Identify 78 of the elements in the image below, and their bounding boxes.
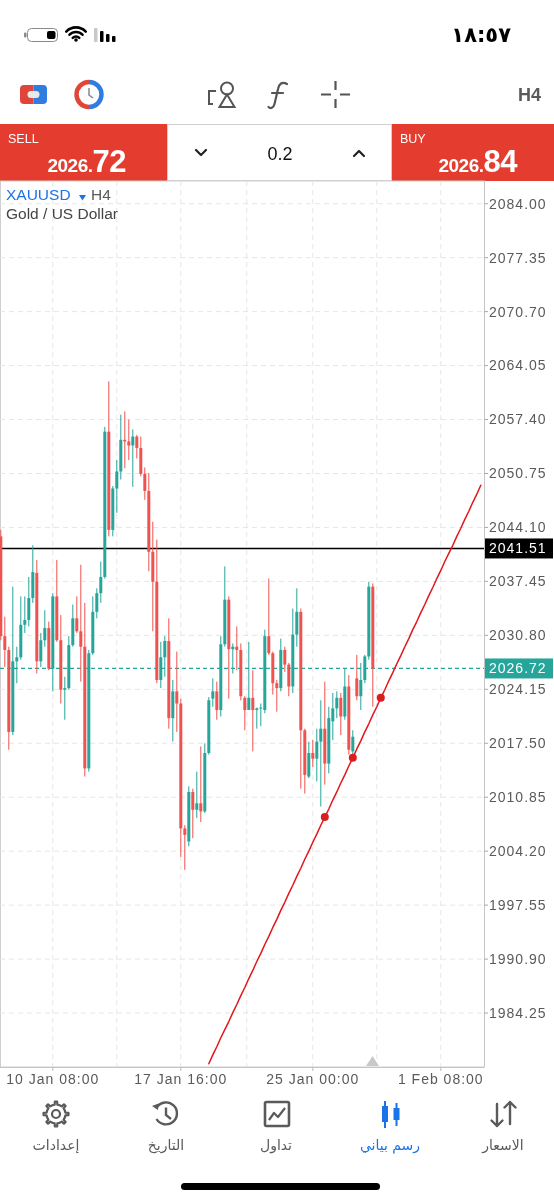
x-tick-label: 10 Jan 08:00 <box>6 1071 100 1087</box>
candlestick <box>195 771 199 819</box>
candlestick <box>355 654 359 701</box>
y-tick-label: 2037.45 <box>489 573 547 590</box>
x-tick-label: 17 Jan 16:00 <box>134 1071 228 1087</box>
candlestick <box>79 564 83 683</box>
candlestick <box>275 679 279 713</box>
ref-line-label: 2041.51 <box>489 540 547 557</box>
candlestick <box>319 699 323 808</box>
candlestick <box>99 561 103 604</box>
candlestick <box>243 695 247 731</box>
candlestick <box>335 690 339 719</box>
y-tick-label: 2044.10 <box>489 519 547 536</box>
y-tick-label: 2064.05 <box>489 357 547 374</box>
candlestick <box>3 616 7 668</box>
candlestick <box>23 595 27 634</box>
y-tick-label: 2024.15 <box>489 681 547 698</box>
candlestick <box>215 681 219 721</box>
text: 0.2 <box>267 144 293 164</box>
y-tick-label: 2084.00 <box>489 195 547 212</box>
text: SELL <box>8 132 39 146</box>
candlestick <box>131 428 135 488</box>
text: الاسعار <box>481 1137 524 1154</box>
chart-title: XAUUSD <box>6 186 71 203</box>
x-tick-label: 1 Feb 08:00 <box>397 1071 484 1087</box>
candlestick <box>43 609 47 648</box>
candlestick <box>127 419 131 461</box>
candlestick <box>183 824 187 871</box>
candlestick <box>75 595 79 634</box>
y-tick-label: 1997.55 <box>489 897 547 914</box>
line-series <box>208 484 482 1065</box>
candlestick <box>339 692 343 736</box>
text: ١٨:٥٧ <box>451 23 512 47</box>
candlestick <box>39 632 43 668</box>
candlestick <box>283 646 287 673</box>
text: BUY <box>400 132 427 146</box>
candlestick <box>307 741 311 779</box>
x-tick-label: 25 Jan 00:00 <box>266 1071 360 1087</box>
text: التاريخ <box>147 1137 185 1154</box>
candlestick <box>295 587 299 648</box>
candlestick <box>191 788 195 839</box>
annotation: H4 <box>91 186 112 203</box>
text: 2026.72 <box>47 144 126 179</box>
ref-line-label: 2026.72 <box>489 660 547 677</box>
candlestick <box>199 746 203 823</box>
candlestick <box>135 434 139 459</box>
candlestick <box>235 625 239 671</box>
candlestick <box>311 739 315 768</box>
text: إعدادات <box>32 1137 80 1154</box>
candlestick <box>175 651 179 733</box>
candlestick <box>27 576 31 627</box>
candlestick <box>63 676 67 721</box>
candlestick <box>95 587 99 619</box>
y-tick-label: 2030.80 <box>489 627 547 644</box>
y-tick-label: 2077.35 <box>489 249 547 266</box>
candlestick <box>315 728 319 782</box>
candlestick <box>115 459 119 514</box>
text: تداول <box>259 1137 293 1154</box>
point <box>320 813 329 822</box>
text: 2026.84 <box>438 144 519 179</box>
y-tick-label: 2070.70 <box>489 303 547 320</box>
text: H4 <box>517 85 541 105</box>
point <box>376 693 385 702</box>
candlestick <box>267 578 271 656</box>
y-tick-label: 1984.25 <box>489 1004 547 1021</box>
y-tick-label: 2057.40 <box>489 411 547 428</box>
y-tick-label: 2017.50 <box>489 735 547 752</box>
y-tick-label: 2004.20 <box>489 843 547 860</box>
text: Gold / US Dollar <box>6 205 118 222</box>
text: رسم بياني <box>359 1137 421 1154</box>
candlestick <box>211 677 215 708</box>
point <box>348 753 357 762</box>
y-tick-label: 1990.90 <box>489 950 547 967</box>
candlestick <box>251 669 255 752</box>
y-tick-label: 2050.75 <box>489 465 547 482</box>
y-tick-label: 2010.85 <box>489 789 547 806</box>
candlestick <box>143 466 147 501</box>
candlestick <box>287 662 291 697</box>
